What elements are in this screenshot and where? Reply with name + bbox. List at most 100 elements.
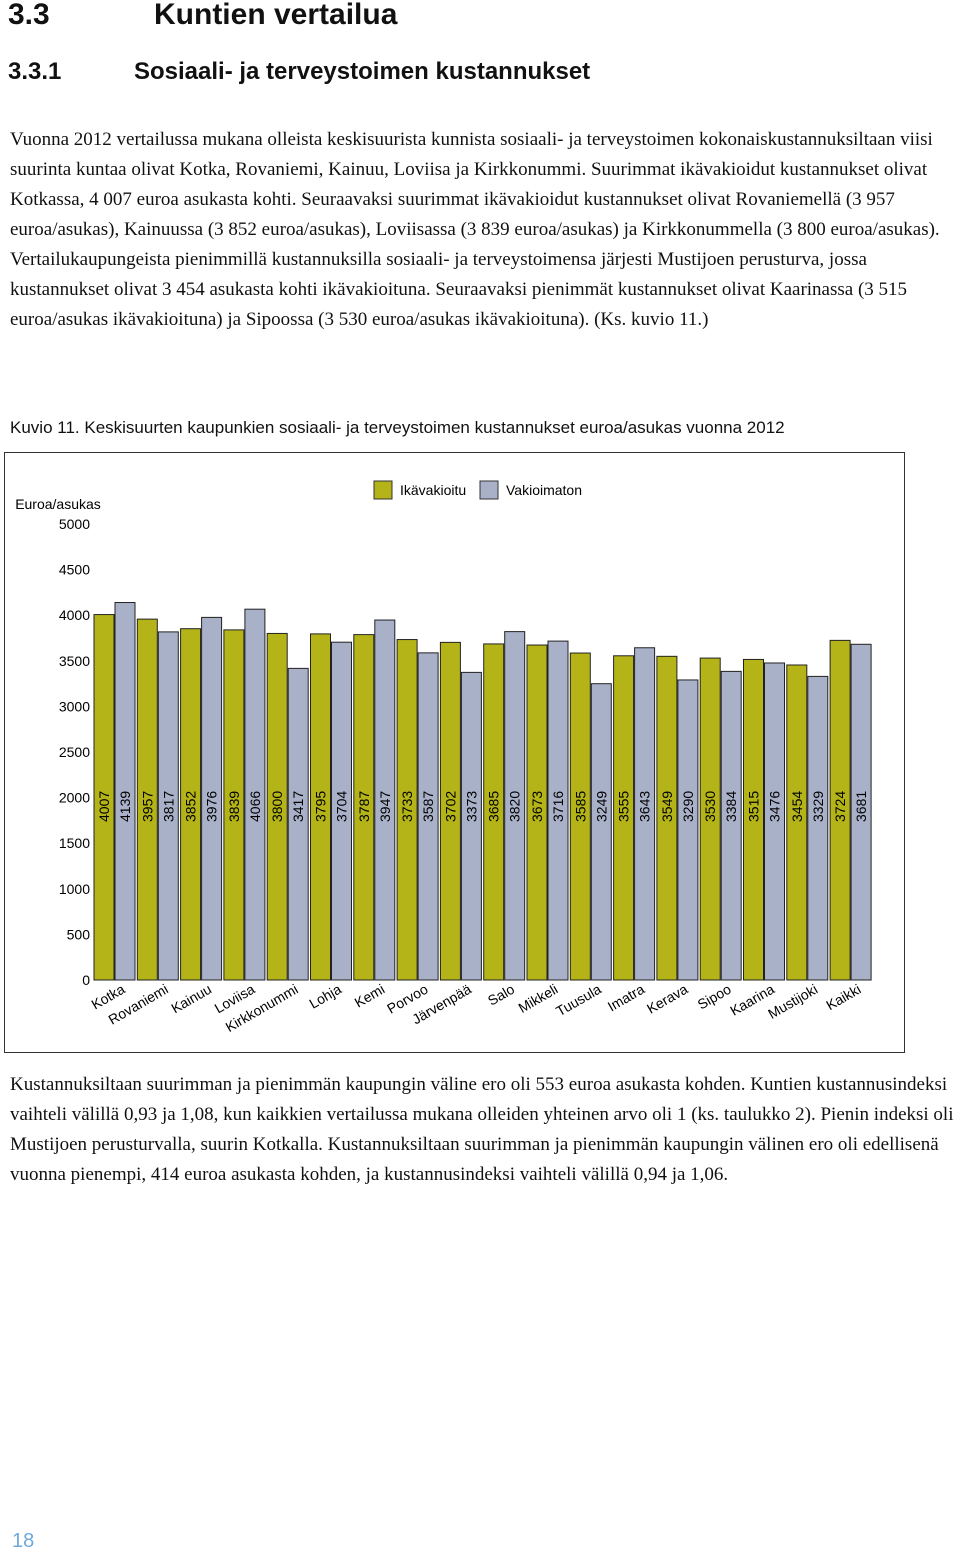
data-label: 3685 — [486, 791, 502, 822]
data-label: 3476 — [767, 791, 783, 822]
heading-number: 3.3.1 — [8, 58, 62, 85]
data-label: 3515 — [746, 791, 762, 822]
y-tick-label: 500 — [67, 926, 91, 942]
bar — [504, 631, 526, 981]
bar — [460, 671, 482, 981]
data-label: 3373 — [463, 791, 479, 822]
x-tick-label: Kerava — [644, 981, 691, 1017]
y-tick-label: 1500 — [59, 835, 90, 851]
data-label: 3555 — [616, 791, 632, 822]
data-label: 3947 — [377, 791, 393, 822]
bar — [483, 643, 505, 981]
bar — [807, 675, 829, 981]
data-label: 3585 — [572, 791, 588, 822]
data-label: 3530 — [702, 791, 718, 822]
bar — [526, 644, 548, 981]
legend-swatch — [479, 480, 499, 500]
y-tick-label: 1000 — [59, 881, 90, 897]
data-label: 3384 — [723, 791, 739, 822]
bar — [417, 652, 439, 981]
bar — [764, 662, 785, 981]
bar — [547, 640, 569, 981]
bar — [396, 639, 418, 981]
bar — [136, 618, 158, 981]
data-label: 3704 — [334, 791, 350, 822]
x-tick-label: Mustijoki — [765, 981, 820, 1022]
data-label: 3290 — [680, 791, 696, 822]
data-label: 3681 — [853, 791, 869, 822]
x-tick-label: Lohja — [306, 981, 344, 1012]
data-label: 3852 — [183, 791, 199, 822]
data-label: 3957 — [139, 791, 155, 822]
data-label: 3702 — [442, 791, 458, 822]
data-label: 3839 — [226, 791, 242, 822]
legend-label: Vakioimaton — [506, 482, 582, 498]
data-label: 4007 — [96, 791, 112, 822]
bar — [613, 655, 635, 981]
data-label: 3587 — [420, 791, 436, 822]
bar — [850, 643, 872, 981]
legend-swatch — [373, 480, 393, 500]
heading-number: 3.3 — [8, 0, 50, 31]
data-label: 3329 — [810, 791, 826, 822]
heading-title: Sosiaali- ja terveystoimen kustannukset — [134, 58, 591, 85]
paragraph: Kustannuksiltaan suurimman ja pienimmän … — [10, 1074, 954, 1185]
bar — [786, 664, 808, 981]
data-label: 3733 — [399, 791, 415, 822]
y-tick-label: 2500 — [59, 744, 90, 760]
bar — [656, 655, 678, 981]
legend-label: Ikävakioitu — [400, 482, 466, 498]
y-tick-label: 3500 — [59, 653, 90, 669]
bar — [223, 629, 245, 981]
bar — [157, 631, 179, 981]
heading-2: 3.3.1 Sosiaali- ja terveystoimen kustannu… — [8, 58, 590, 86]
bar — [266, 632, 288, 981]
data-label: 3795 — [313, 791, 329, 822]
bar — [720, 670, 742, 981]
bar — [244, 608, 266, 981]
x-tick-label: Mikkeli — [515, 981, 560, 1016]
bar — [677, 679, 699, 981]
bar — [180, 628, 202, 981]
data-label: 3817 — [160, 791, 176, 822]
y-tick-label: 5000 — [59, 516, 90, 532]
heading-1: 3.3 Kuntien vertailua — [8, 0, 397, 32]
y-tick-label: 3000 — [59, 698, 90, 714]
bar — [634, 647, 656, 981]
heading-title: Kuntien vertailua — [154, 0, 398, 31]
y-axis-title: Euroa/asukas — [15, 496, 101, 512]
bar — [590, 683, 612, 981]
bar — [439, 641, 461, 981]
data-label: 3787 — [356, 791, 372, 822]
x-tick-label: Salo — [485, 981, 517, 1009]
data-label: 3976 — [204, 791, 220, 822]
chart-border — [4, 452, 905, 1053]
x-tick-label: Imatra — [605, 981, 648, 1015]
bar — [331, 641, 352, 981]
x-tick-label: Tuusula — [553, 981, 604, 1020]
bar — [310, 633, 331, 981]
chart: Euroa/asukas 0 500 1000 1500 2000 2500 3000 350… — [4, 452, 905, 1053]
bar — [829, 639, 851, 981]
bar — [93, 614, 115, 981]
x-tick-label: Kainuu — [168, 981, 214, 1017]
y-tick-label: 2000 — [59, 790, 90, 806]
bar — [374, 619, 396, 981]
data-label: 3643 — [637, 791, 653, 822]
data-label: 4066 — [247, 791, 263, 822]
bar — [287, 667, 309, 981]
caption-text: Keskisuurten kaupunkien sosiaali- ja ter… — [84, 418, 785, 437]
data-label: 4139 — [117, 791, 133, 822]
data-label: 3454 — [789, 791, 805, 822]
data-label: 3249 — [593, 791, 609, 822]
data-label: 3417 — [290, 791, 306, 822]
data-label: 3673 — [529, 791, 545, 822]
data-label: 3800 — [269, 791, 285, 822]
data-label: 3820 — [507, 791, 523, 822]
y-tick-label: 4000 — [59, 607, 90, 623]
x-tick-label: Kemi — [352, 981, 388, 1011]
bar — [569, 652, 591, 981]
y-tick-label: 4500 — [59, 562, 90, 578]
data-label: 3549 — [659, 791, 675, 822]
